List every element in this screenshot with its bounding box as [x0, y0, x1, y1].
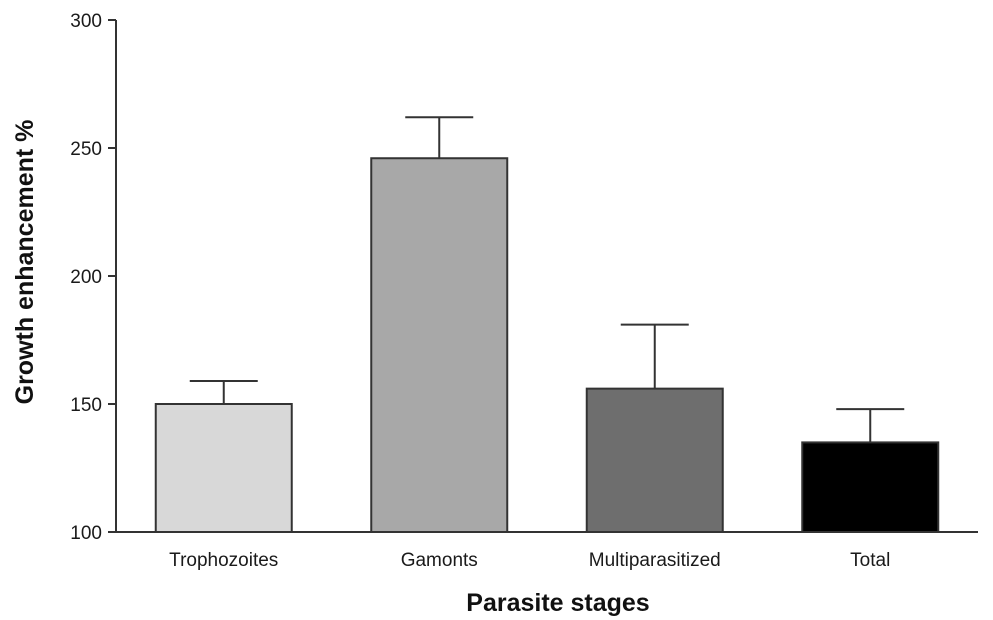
- category-labels: Trophozoites Gamonts Multiparasitized Total: [169, 550, 890, 571]
- bar-trophozoites: [154, 403, 293, 533]
- category-label: Trophozoites: [169, 550, 278, 571]
- bar-total: [801, 441, 940, 533]
- y-tick-label: 100: [70, 523, 102, 544]
- x-axis-title: Parasite stages: [466, 589, 649, 617]
- y-ticks: 100 150 200 250 300: [70, 11, 116, 544]
- y-tick-label: 150: [70, 395, 102, 416]
- y-axis: 100 150 200 250 300: [70, 11, 117, 544]
- error-bars: [189, 116, 905, 443]
- y-tick-label: 250: [70, 139, 102, 160]
- y-tick-label: 200: [70, 267, 102, 288]
- bars: [154, 157, 940, 534]
- category-label: Gamonts: [401, 550, 478, 571]
- bar-gamonts: [370, 157, 509, 534]
- bar-multiparasitized: [585, 387, 724, 534]
- y-axis-title: Growth enhancement %: [11, 120, 39, 405]
- y-tick-label: 300: [70, 11, 102, 32]
- category-label: Multiparasitized: [589, 550, 721, 571]
- category-label: Total: [850, 550, 890, 571]
